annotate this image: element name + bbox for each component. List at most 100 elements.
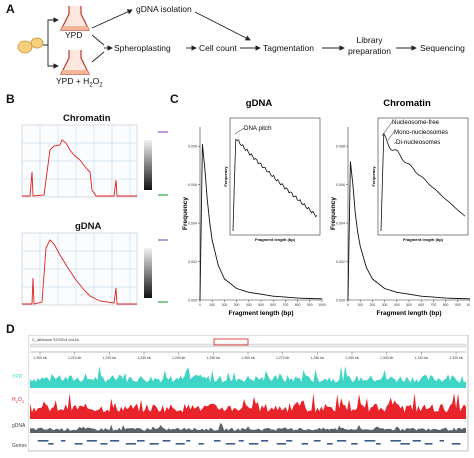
gdna-signal-track (30, 423, 466, 433)
annotation-label: Di-nucleosomes (396, 139, 440, 146)
gene-feature (37, 440, 49, 442)
x-tick-label: 300 (234, 303, 240, 307)
annotation-pointer (387, 131, 395, 141)
data-point (347, 299, 349, 301)
x-tick-label: 800 (295, 303, 301, 307)
inset-frame (229, 117, 321, 236)
series-line (347, 161, 470, 301)
data-point (204, 168, 206, 170)
data-point (209, 222, 211, 224)
yeast-cell-icon (30, 37, 44, 49)
annotation-pointer (234, 127, 245, 135)
media-h2o2-label: YPD + H2O2 (56, 76, 103, 89)
y-tick-label: 0.004 (188, 222, 197, 226)
gene-feature (276, 443, 287, 445)
data-point (199, 299, 201, 301)
data-point (224, 278, 225, 280)
inset-line (232, 138, 318, 232)
annotation-label: DNA pitch (244, 125, 272, 132)
y-tick-label: 0.002 (336, 260, 345, 264)
ruler-label: 1,260 kb (241, 356, 254, 360)
panel-label-a: A (6, 2, 15, 16)
data-point (433, 296, 434, 298)
ruler-label: 1,280 kb (311, 356, 324, 360)
inset-frame (377, 117, 469, 236)
ypd-signal-track (30, 366, 466, 388)
y-tick-label: 0.000 (336, 299, 345, 303)
gene-feature (439, 440, 444, 442)
y-axis-label: Frequency (182, 197, 189, 230)
gene-feature (137, 440, 145, 442)
gene-feature (400, 443, 410, 445)
cell-count-step: Cell count (199, 43, 237, 53)
data-point (457, 298, 459, 299)
x-tick-label: 400 (246, 303, 252, 307)
tagmentation-step: Tagmentation (263, 43, 315, 53)
gene-feature (86, 440, 97, 442)
gdna-isolation-step: gDNA isolation (136, 4, 192, 14)
y-tick-label: 0.004 (336, 222, 345, 226)
gene-feature (364, 440, 376, 442)
x-tick-label: 400 (394, 303, 400, 307)
x-tick-label: 700 (431, 303, 437, 307)
gene-feature (74, 443, 83, 445)
gene-feature (48, 443, 54, 445)
data-point (272, 295, 274, 297)
x-tick-label: 1000 (318, 303, 326, 307)
data-point (445, 297, 446, 299)
gene-feature (390, 440, 401, 442)
data-point (396, 291, 398, 293)
ruler-label: 1,210 kb (68, 356, 81, 360)
yeast-cell-icon (17, 40, 33, 54)
gene-feature (286, 440, 293, 442)
chromatin-electropherogram (21, 124, 138, 198)
ruler-label: 1,320 kb (449, 356, 462, 360)
ruler-label: 1,300 kb (380, 356, 393, 360)
inset-y-label: Frequency (223, 166, 228, 187)
gene-feature (412, 440, 421, 442)
flask-icon (60, 50, 90, 75)
ruler-label: 1,230 kb (137, 356, 150, 360)
data-point (217, 265, 219, 266)
ruler-label: 1,220 kb (103, 356, 116, 360)
gene-feature (213, 440, 221, 442)
gene-feature (238, 440, 244, 442)
data-point (321, 298, 323, 300)
annotation-pointer (393, 141, 397, 145)
gene-feature (225, 443, 236, 445)
data-point (211, 240, 213, 241)
x-tick-label: 800 (443, 303, 449, 307)
gene-feature (313, 440, 321, 442)
x-tick-label: 300 (382, 303, 388, 307)
data-point (352, 184, 354, 186)
chromatin-trace-title: Chromatin (63, 113, 111, 124)
ruler-label: 1,290 kb (345, 356, 358, 360)
data-point (420, 295, 422, 297)
gene-feature (424, 443, 433, 445)
media-ypd-label: YPD (65, 30, 83, 40)
series-line (199, 144, 323, 301)
flask-icon (60, 6, 90, 31)
region-highlight (213, 338, 249, 346)
x-tick-label: 700 (283, 303, 289, 307)
data-point (309, 298, 311, 299)
inset-y-label: Frequency (371, 166, 376, 187)
track-label-h2o2: H2O2 (12, 397, 24, 404)
ruler-label: 1,310 kb (415, 356, 428, 360)
x-tick-label: 100 (357, 303, 363, 307)
ruler-label: 1,200 kb (33, 356, 46, 360)
genome-browser-tracks: C_albicans SC5314 chr1A 1,200 kb 1,210 kb 1… (28, 335, 469, 452)
x-tick-label: 200 (222, 303, 228, 307)
chart-title: gDNA (246, 98, 273, 109)
gene-feature (110, 440, 120, 442)
data-point (260, 293, 262, 295)
data-point (372, 278, 373, 280)
h2o2-signal-track (30, 393, 466, 419)
inset-x-label: Fragment length (bp) (255, 237, 296, 242)
gene-feature (149, 443, 159, 445)
bioanalyzer-traces (21, 124, 168, 306)
data-point (359, 245, 361, 247)
locus-label: C_albicans SC5314 chr1A (32, 337, 79, 342)
inset-x-label: Fragment length (bp) (403, 237, 444, 242)
x-axis-label: Fragment length (bp) (229, 310, 294, 317)
